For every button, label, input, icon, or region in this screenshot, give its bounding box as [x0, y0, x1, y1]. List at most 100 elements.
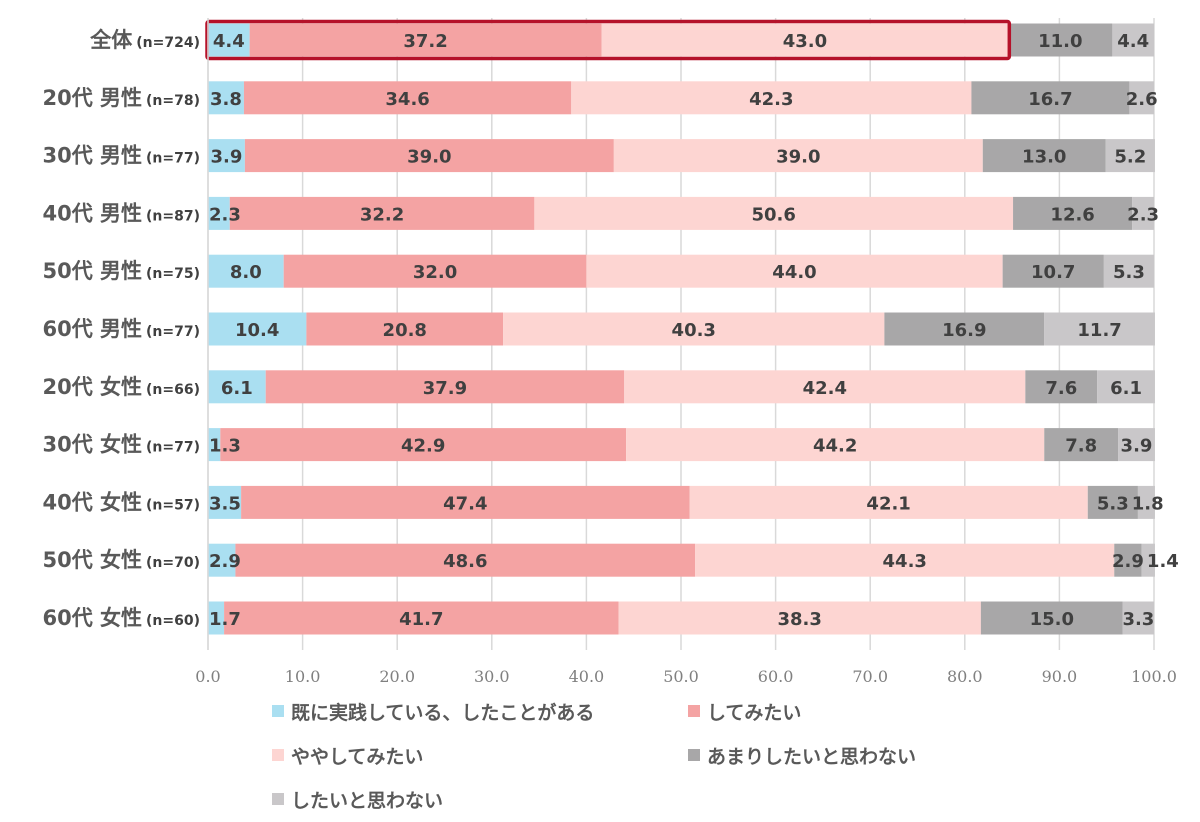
bar-segment [1013, 196, 1133, 230]
data-label: 44.0 [772, 262, 816, 283]
bar-segment [534, 196, 1014, 230]
category-name: 30代 男性 [42, 144, 142, 168]
bar-segment [229, 196, 535, 230]
data-label: 1.4 [1147, 551, 1179, 572]
category-sample-size: (n=78) [146, 93, 200, 109]
bar-segment [208, 485, 242, 519]
bar-segment [1025, 370, 1098, 404]
legend-label: 既に実践している、したことがある [291, 701, 594, 724]
bar-segment [265, 370, 625, 404]
data-label: 10.4 [235, 320, 279, 341]
data-label: 37.2 [403, 31, 447, 52]
bar-segment [1097, 370, 1155, 404]
bar-segment [1118, 428, 1155, 462]
data-label: 37.9 [423, 378, 467, 399]
data-label: 5.3 [1097, 493, 1129, 514]
category-name: 50代 女性 [42, 548, 142, 572]
bar-segment [971, 81, 1130, 115]
bar-segment [208, 254, 284, 288]
data-label: 1.7 [209, 609, 241, 630]
data-label: 20.8 [383, 320, 427, 341]
bar-segment [618, 601, 981, 635]
x-tick-label: 90.0 [1042, 667, 1078, 686]
data-label: 10.7 [1031, 262, 1075, 283]
category-sample-size: (n=70) [146, 555, 200, 571]
bar-segment [208, 312, 307, 346]
category-label: 60代 男性 (n=77) [42, 317, 200, 341]
category-name: 60代 男性 [42, 317, 142, 341]
bar-segment [1141, 543, 1155, 577]
data-label: 42.3 [749, 89, 793, 110]
category-sample-size: (n=77) [146, 151, 200, 167]
highlight-box [205, 19, 1012, 61]
category-label: 50代 女性 (n=70) [42, 548, 200, 572]
category-sample-size: (n=77) [146, 324, 200, 340]
bar-segment [884, 312, 1045, 346]
data-label: 40.3 [672, 320, 716, 341]
data-label: 8.0 [230, 262, 262, 283]
bar-segment [244, 139, 614, 173]
legend-swatch [272, 705, 284, 717]
bar-segment [1008, 23, 1113, 57]
legend-swatch [272, 749, 284, 761]
category-name: 20代 女性 [42, 375, 142, 399]
bar-segment [980, 601, 1123, 635]
bar-segment [1105, 139, 1155, 173]
x-tick-label: 30.0 [474, 667, 510, 686]
data-label: 16.9 [942, 320, 986, 341]
category-sample-size: (n=77) [146, 440, 200, 456]
data-label: 1.3 [209, 436, 241, 457]
bar-segment [1002, 254, 1104, 288]
bar-segment [1112, 23, 1154, 57]
bar-segment [1044, 428, 1119, 462]
x-tick-label: 60.0 [758, 667, 794, 686]
legend-label: したいと思わない [291, 790, 443, 812]
category-label: 20代 男性 (n=78) [42, 86, 200, 110]
data-label: 3.8 [210, 89, 242, 110]
data-label: 42.9 [401, 436, 445, 457]
category-label: 60代 女性 (n=60) [42, 606, 200, 630]
bar-segment [613, 139, 983, 173]
data-label: 6.1 [1110, 378, 1142, 399]
bar-segment [208, 428, 221, 462]
legend-swatch [688, 705, 700, 717]
data-label: 6.1 [221, 378, 253, 399]
data-label: 38.3 [778, 609, 822, 630]
x-tick-label: 50.0 [663, 667, 699, 686]
data-label: 2.3 [1127, 204, 1159, 225]
x-tick-label: 80.0 [947, 667, 983, 686]
data-label: 7.6 [1045, 378, 1077, 399]
data-label: 7.8 [1065, 436, 1097, 457]
data-label: 41.7 [399, 609, 443, 630]
x-tick-label: 70.0 [852, 667, 888, 686]
x-tick-label: 40.0 [569, 667, 605, 686]
category-sample-size: (n=60) [146, 613, 200, 629]
data-label: 15.0 [1030, 609, 1074, 630]
data-label: 1.8 [1132, 493, 1164, 514]
bar-segment [689, 485, 1088, 519]
bar-segment [624, 370, 1026, 404]
data-label: 34.6 [385, 89, 429, 110]
data-label: 50.6 [751, 204, 795, 225]
bar-segment [571, 81, 972, 115]
x-tick-label: 0.0 [195, 667, 220, 686]
data-label: 39.0 [407, 147, 451, 168]
category-name: 60代 女性 [42, 606, 142, 630]
x-tick-label: 100.0 [1131, 667, 1177, 686]
category-name: 20代 男性 [42, 86, 142, 110]
x-tick-label: 10.0 [285, 667, 321, 686]
bar-segment [208, 370, 266, 404]
bar-segment [241, 485, 690, 519]
data-label: 11.7 [1077, 320, 1121, 341]
bar-segment [208, 601, 225, 635]
data-label: 16.7 [1028, 89, 1072, 110]
bar-segment [1129, 81, 1154, 115]
bar-segment [1132, 196, 1154, 230]
data-label: 32.0 [413, 262, 457, 283]
bar-segment [208, 139, 245, 173]
category-sample-size: (n=57) [146, 497, 200, 513]
data-label: 43.0 [783, 31, 827, 52]
data-label: 3.9 [1121, 436, 1153, 457]
category-label: 40代 女性 (n=57) [42, 490, 200, 514]
